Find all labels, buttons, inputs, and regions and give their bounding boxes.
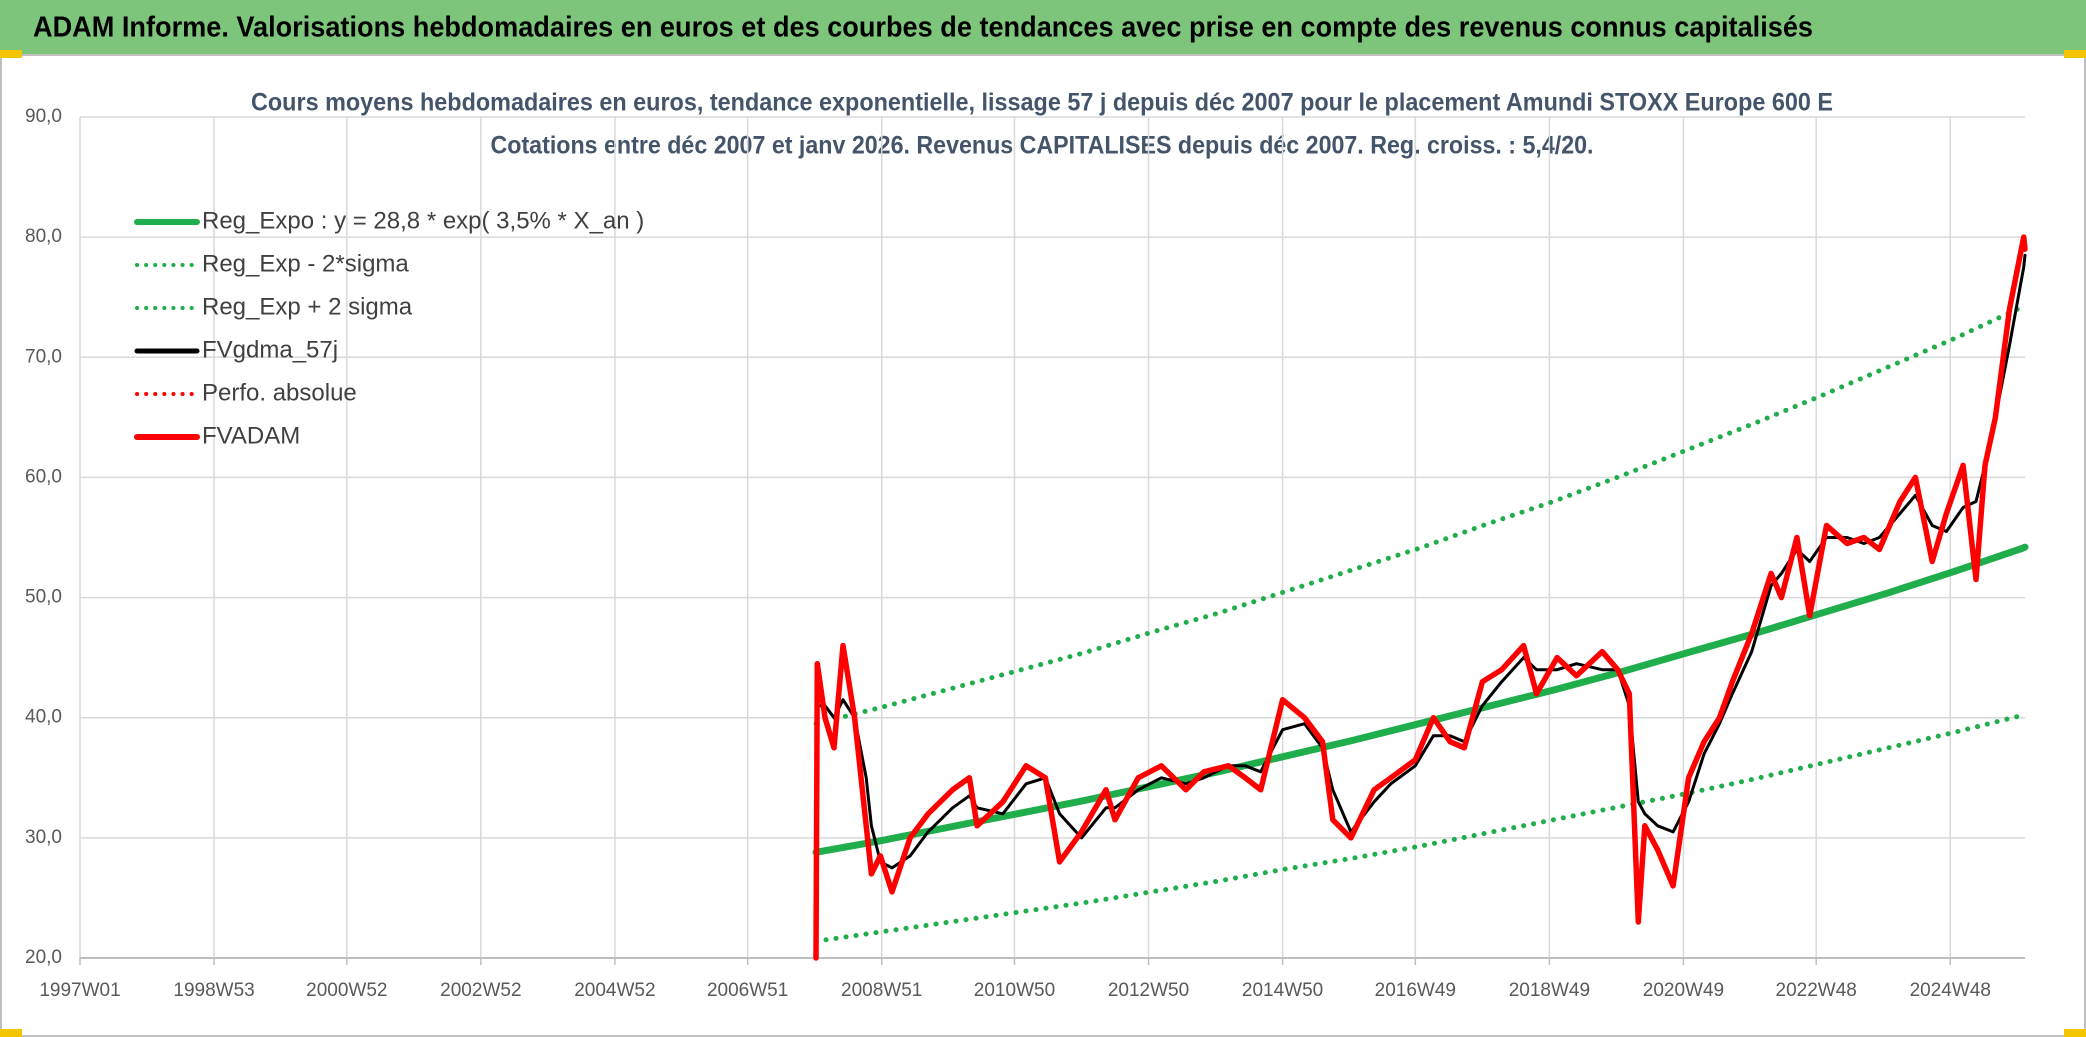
chart-title: Cours moyens hebdomadaires en euros, ten… — [251, 89, 1833, 117]
x-tick-label: 1998W53 — [173, 980, 254, 1001]
legend-label: Reg_Expo : y = 28,8 * exp( 3,5% * X_an ) — [202, 207, 644, 234]
x-tick-label: 2014W50 — [1242, 980, 1323, 1001]
grid: 20,0 30,0 40,0 50,0 60,0 70,0 80,0 90,0 1997W01 1… — [25, 106, 2025, 1001]
corner — [2064, 50, 2086, 58]
header-title: ADAM Informe. Valorisations hebdomadaire… — [33, 12, 1813, 44]
series-line — [813, 234, 2028, 961]
y-tick-label: 70,0 — [25, 346, 62, 367]
frame — [0, 54, 2086, 1037]
chart-subtitle: Cotations entre déc 2007 et janv 2026. R… — [491, 132, 1594, 160]
legend-label: FVgdma_57j — [202, 336, 338, 363]
y-tick-label: 20,0 — [25, 947, 62, 968]
legend-label: Reg_Exp + 2 sigma — [202, 293, 413, 320]
x-tick-label: 2002W52 — [440, 980, 521, 1001]
x-tick-label: 2020W49 — [1643, 980, 1724, 1001]
header-band — [0, 0, 2086, 54]
x-tick-label: 1997W01 — [39, 980, 120, 1001]
x-tick-label: 2010W50 — [974, 980, 1055, 1001]
y-tick-label: 50,0 — [25, 587, 62, 608]
x-tick-label: 2000W52 — [306, 980, 387, 1001]
legend-label: Reg_Exp - 2*sigma — [202, 250, 409, 277]
legend-label: FVADAM — [202, 422, 300, 449]
x-tick-label: 2022W48 — [1776, 980, 1857, 1001]
x-tick-label: 2024W48 — [1910, 980, 1991, 1001]
x-tick-label: 2008W51 — [841, 980, 922, 1001]
x-tick-label: 2006W51 — [707, 980, 788, 1001]
series-line — [813, 712, 2028, 944]
legend: Reg_Expo : y = 28,8 * exp( 3,5% * X_an )… — [134, 207, 644, 449]
corner — [0, 1029, 22, 1037]
corner — [0, 50, 22, 58]
y-tick-label: 40,0 — [25, 707, 62, 728]
series-line — [812, 543, 2029, 856]
corner — [2064, 1029, 2086, 1037]
y-tick-label: 30,0 — [25, 827, 62, 848]
x-tick-label: 2012W50 — [1108, 980, 1189, 1001]
plot-lines — [812, 234, 2029, 961]
x-tick-label: 2004W52 — [574, 980, 655, 1001]
y-tick-label: 90,0 — [25, 106, 62, 127]
y-tick-label: 80,0 — [25, 226, 62, 247]
x-tick-label: 2016W49 — [1375, 980, 1456, 1001]
series-line — [813, 303, 2028, 727]
y-tick-label: 60,0 — [25, 466, 62, 487]
x-tick-label: 2018W49 — [1509, 980, 1590, 1001]
legend-label: Perfo. absolue — [202, 379, 357, 406]
